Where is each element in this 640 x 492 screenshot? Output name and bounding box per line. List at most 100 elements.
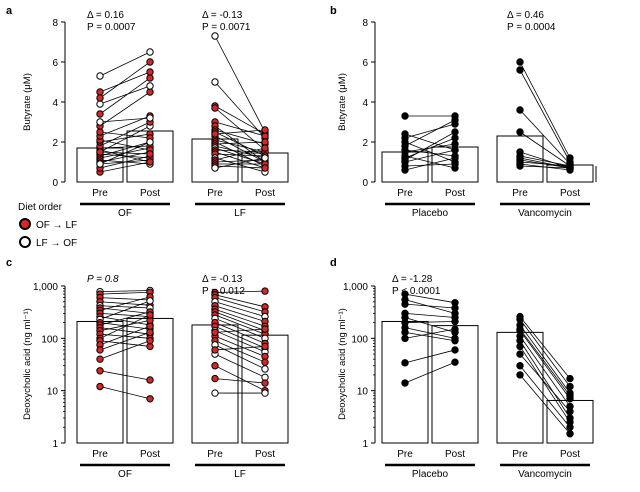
panel-c-stat-delta: Δ = -0.13 xyxy=(202,274,243,285)
panel-b-pair-line xyxy=(519,109,571,165)
panel-a-data-point xyxy=(261,126,269,134)
panel-b-data-point xyxy=(451,152,459,160)
panel-c-data-point xyxy=(146,322,154,330)
panel-c-data-point xyxy=(96,346,104,354)
panel-c-x-tick-label: Pre xyxy=(92,449,108,460)
panel-d-y-axis-label: Deoxycholic acid (ng ml⁻¹) xyxy=(337,308,348,420)
panel-d-pair-line xyxy=(404,321,456,323)
panel-d-pair-line xyxy=(519,319,571,387)
panel-d-pair-line xyxy=(404,327,456,339)
panel-d-data-point xyxy=(516,342,524,351)
legend-label-0: OF → LF xyxy=(36,220,77,231)
panel-a-pair-line xyxy=(214,149,266,153)
panel-a-pair-line xyxy=(99,85,151,105)
panel-c-pair-line xyxy=(214,318,266,339)
panel-d-data-point xyxy=(401,359,409,367)
panel-b-pair-line xyxy=(404,149,456,157)
panel-a-stat-delta: Δ = -0.13 xyxy=(202,10,243,21)
panel-c-pair-line xyxy=(99,320,151,332)
panel-a-pair-line xyxy=(99,77,151,115)
panel-c-pair-line xyxy=(99,290,151,293)
panel-c-pair-line xyxy=(99,333,151,339)
panel-a-pair-line xyxy=(99,131,151,139)
panel-d-pair-line xyxy=(519,316,571,379)
panel-d-group-label: Placebo xyxy=(412,469,449,480)
panel-d-data-point xyxy=(566,423,574,431)
panel-a-pair-line xyxy=(99,141,151,157)
panel-d-pair-line xyxy=(519,328,571,396)
panel-d-y-tick-label: 1 xyxy=(362,439,368,450)
panel-c-data-point xyxy=(261,379,269,387)
panel-d-x-tick-label: Post xyxy=(445,449,465,460)
panel-d-data-point xyxy=(451,325,459,333)
panel-c-data-point xyxy=(146,297,154,305)
panel-d-data-point xyxy=(566,430,574,438)
panel-c-data-point xyxy=(211,328,219,337)
panel-d-pair-line xyxy=(519,340,571,419)
panel-d-data-point xyxy=(451,337,459,345)
panel-c-pair-line xyxy=(99,331,151,351)
panel-a-pair-line xyxy=(214,157,266,169)
panel-b-y-tick-label: 2 xyxy=(362,138,368,149)
panel-d-pair-line xyxy=(519,346,571,423)
panel-a-data-point xyxy=(211,78,219,86)
panel-d-data-point xyxy=(401,328,409,337)
panel-c-data-point xyxy=(211,361,219,370)
panel-b-pair-line xyxy=(519,161,571,167)
panel-b-x-tick-label: Pre xyxy=(397,188,413,199)
panel-a-data-point xyxy=(261,144,269,152)
panel-d-data-point xyxy=(451,317,459,326)
panel-d-pair-line xyxy=(519,330,571,400)
panel-a-data-point xyxy=(211,164,219,172)
panel-a-y-tick-label: 0 xyxy=(52,178,58,189)
panel-c-pair-line xyxy=(214,308,266,327)
panel-d-pair-line xyxy=(404,299,456,314)
panel-d-data-point xyxy=(516,361,524,370)
panel-c-data-point xyxy=(146,311,154,319)
panel-c-data-point xyxy=(211,374,219,383)
panel-c-pair-line xyxy=(99,291,151,295)
panel-c-data-point xyxy=(211,389,219,397)
panel-a-letter: a xyxy=(6,5,13,17)
panel-a-data-point xyxy=(96,148,104,156)
panel-c-data-point xyxy=(146,337,154,345)
panel-a-y-axis-label: Butyrate (μM) xyxy=(22,73,33,131)
panel-a-pair-line xyxy=(214,129,266,145)
panel-a-x-tick-label: Post xyxy=(140,188,160,199)
panel-a-pair-line xyxy=(99,91,151,127)
panel-c-pair-line xyxy=(99,311,151,326)
panel-d-pair-line xyxy=(404,293,456,304)
panel-a-data-point xyxy=(146,114,154,122)
panel-c-pair-line xyxy=(99,296,151,311)
panel-d-x-tick-label: Pre xyxy=(397,449,413,460)
panel-a-data-point xyxy=(146,138,154,146)
panel-b-data-point xyxy=(516,106,524,114)
panel-a-data-point xyxy=(96,118,104,126)
panel-b-data-point xyxy=(401,112,409,120)
panel-c-letter: c xyxy=(6,257,12,269)
panel-c-data-point xyxy=(96,355,104,363)
panel-b-y-tick-label: 4 xyxy=(362,98,368,109)
panel-d-group-label: Vancomycin xyxy=(518,469,572,480)
panel-c-data-point xyxy=(261,389,269,397)
panel-c-data-point xyxy=(146,328,154,337)
panel-c-group-label: LF xyxy=(234,469,246,480)
panel-d-pair-line xyxy=(519,365,571,428)
panel-a-data-point xyxy=(96,72,104,80)
panel-b-data-point xyxy=(451,134,459,142)
panel-b-pair-line xyxy=(519,131,571,167)
panel-b-pair-line xyxy=(519,155,571,167)
panel-b-pair-line xyxy=(404,163,456,167)
panel-c-y-axis-label: Deoxycholic acid (ng ml⁻¹) xyxy=(22,308,33,420)
panel-c-data-point xyxy=(146,395,154,403)
panel-c-x-tick-label: Post xyxy=(255,449,275,460)
panel-b-data-point xyxy=(516,162,524,170)
panel-a-data-point xyxy=(96,160,104,168)
panel-a-data-point xyxy=(211,104,219,112)
legend-marker-0 xyxy=(19,218,31,230)
panel-c-pair-line xyxy=(99,297,151,301)
panel-a-data-point xyxy=(146,74,154,82)
panel-a-data-point xyxy=(146,68,154,76)
legend-marker-1 xyxy=(19,236,31,248)
panel-a-pair-line xyxy=(99,117,151,123)
